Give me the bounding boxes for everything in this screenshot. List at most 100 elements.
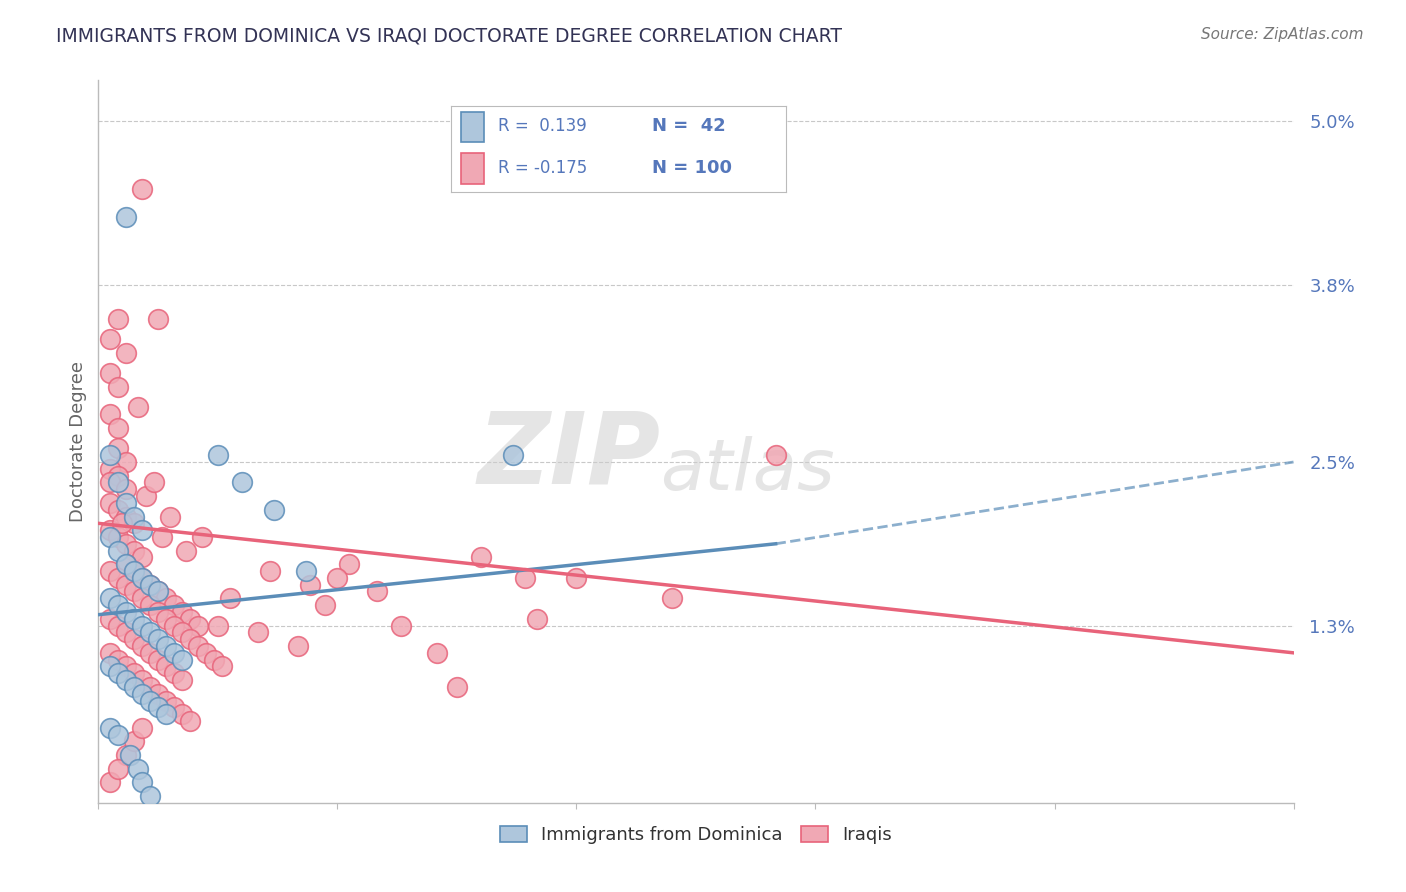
- Point: [219, 591, 242, 606]
- Point: [107, 543, 129, 558]
- Point: [127, 762, 149, 776]
- Point: [124, 632, 146, 647]
- Legend: Immigrants from Dominica, Iraqis: Immigrants from Dominica, Iraqis: [492, 819, 900, 852]
- Point: [163, 618, 186, 632]
- Point: [172, 625, 194, 640]
- Point: [124, 612, 146, 626]
- Point: [107, 475, 129, 490]
- Point: [115, 210, 138, 224]
- Point: [107, 442, 129, 456]
- Point: [150, 530, 173, 544]
- Point: [107, 421, 129, 435]
- Text: Source: ZipAtlas.com: Source: ZipAtlas.com: [1201, 27, 1364, 42]
- Point: [513, 571, 536, 585]
- Point: [263, 502, 285, 516]
- Point: [298, 577, 321, 591]
- Point: [187, 639, 209, 653]
- Point: [191, 530, 214, 544]
- Point: [148, 653, 170, 667]
- Point: [98, 448, 122, 462]
- Point: [98, 475, 122, 490]
- Point: [124, 666, 146, 681]
- Point: [98, 775, 122, 789]
- Point: [124, 564, 146, 578]
- Point: [426, 646, 449, 660]
- Point: [115, 659, 138, 673]
- Point: [526, 612, 548, 626]
- Point: [155, 612, 177, 626]
- Point: [115, 673, 138, 687]
- Point: [115, 748, 138, 763]
- Point: [107, 380, 129, 394]
- Point: [98, 332, 122, 346]
- Point: [446, 680, 468, 694]
- Point: [565, 571, 588, 585]
- Point: [163, 646, 186, 660]
- Point: [155, 639, 177, 653]
- Point: [115, 346, 138, 360]
- Point: [148, 700, 170, 714]
- Point: [179, 632, 201, 647]
- Point: [131, 571, 153, 585]
- Point: [139, 577, 162, 591]
- Point: [148, 605, 170, 619]
- Point: [115, 577, 138, 591]
- Point: [207, 448, 229, 462]
- Point: [127, 401, 149, 415]
- Point: [124, 680, 146, 694]
- Point: [195, 646, 218, 660]
- Point: [172, 707, 194, 722]
- Point: [139, 646, 162, 660]
- Point: [131, 687, 153, 701]
- Point: [124, 734, 146, 748]
- Point: [389, 618, 412, 632]
- Point: [148, 584, 170, 599]
- Point: [339, 558, 361, 572]
- Point: [470, 550, 492, 565]
- Point: [139, 577, 162, 591]
- Point: [139, 693, 162, 707]
- Point: [139, 680, 162, 694]
- Point: [107, 530, 129, 544]
- Point: [172, 653, 194, 667]
- Point: [179, 612, 201, 626]
- Point: [120, 748, 142, 763]
- Point: [155, 693, 177, 707]
- Point: [148, 311, 170, 326]
- Point: [107, 468, 129, 483]
- Point: [148, 632, 170, 647]
- Point: [131, 571, 153, 585]
- Point: [231, 475, 253, 490]
- Point: [124, 584, 146, 599]
- Point: [502, 448, 524, 462]
- Point: [98, 646, 122, 660]
- Point: [115, 625, 138, 640]
- Point: [315, 598, 337, 612]
- Point: [98, 462, 122, 476]
- Point: [159, 509, 181, 524]
- Point: [139, 598, 162, 612]
- Point: [135, 489, 157, 503]
- Point: [163, 666, 186, 681]
- Point: [107, 618, 129, 632]
- Point: [202, 653, 225, 667]
- Point: [139, 625, 162, 640]
- Point: [765, 448, 787, 462]
- Point: [259, 564, 281, 578]
- Point: [115, 455, 138, 469]
- Point: [124, 543, 146, 558]
- Point: [98, 591, 122, 606]
- Point: [98, 721, 122, 735]
- Text: atlas: atlas: [661, 436, 835, 505]
- Point: [131, 775, 153, 789]
- Point: [246, 625, 269, 640]
- Point: [115, 537, 138, 551]
- Point: [111, 516, 134, 531]
- Point: [107, 728, 129, 742]
- Point: [139, 789, 162, 803]
- Point: [115, 558, 138, 572]
- Point: [107, 598, 129, 612]
- Point: [211, 659, 233, 673]
- Point: [115, 496, 138, 510]
- Point: [107, 666, 129, 681]
